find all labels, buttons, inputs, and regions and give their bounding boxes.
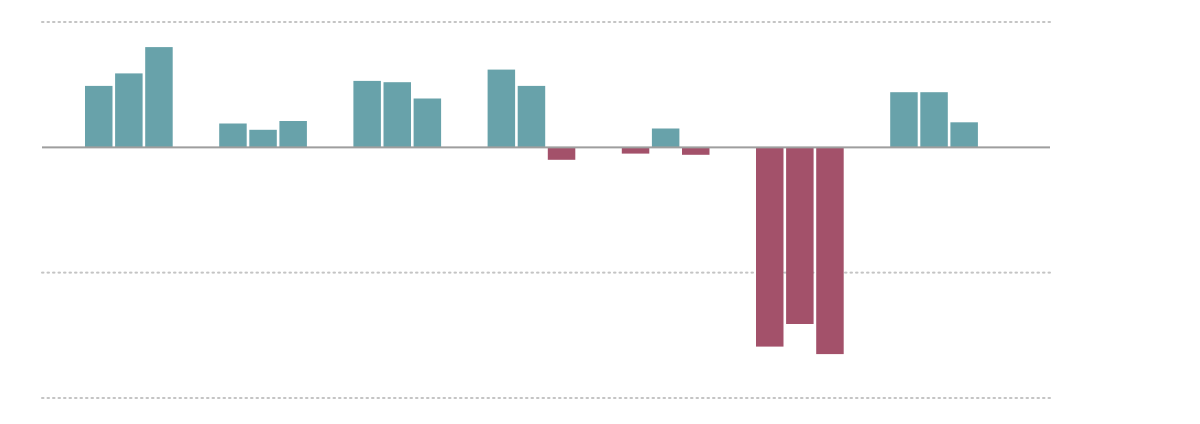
bar-group-6-series-1 bbox=[756, 147, 784, 347]
bar-group-1-series-1 bbox=[85, 85, 113, 148]
bar-group-3-series-3 bbox=[413, 98, 442, 148]
bar-group-5-series-2 bbox=[651, 128, 680, 148]
bar-group-7-series-1 bbox=[890, 92, 918, 148]
bar-group-6-series-2 bbox=[786, 147, 814, 324]
bar-group-4-series-2 bbox=[517, 85, 546, 148]
bar-group-4-series-3 bbox=[547, 147, 576, 160]
bar-group-7-series-2 bbox=[920, 92, 948, 148]
bar-group-6-series-3 bbox=[816, 147, 844, 355]
bar-group-1-series-2 bbox=[115, 73, 143, 148]
bar-group-2-series-1 bbox=[219, 123, 247, 148]
bar-group-7-series-3 bbox=[950, 122, 978, 148]
bar-group-3-series-2 bbox=[383, 82, 411, 148]
bar-group-2-series-3 bbox=[279, 121, 307, 148]
bar-group-2-series-2 bbox=[249, 129, 277, 148]
bar-group-4-series-1 bbox=[487, 69, 516, 148]
bar-group-5-series-1 bbox=[621, 147, 650, 154]
bar-group-5-series-3 bbox=[682, 147, 710, 155]
bar-group-3-series-1 bbox=[353, 80, 381, 148]
bar-group-1-series-3 bbox=[145, 47, 173, 148]
